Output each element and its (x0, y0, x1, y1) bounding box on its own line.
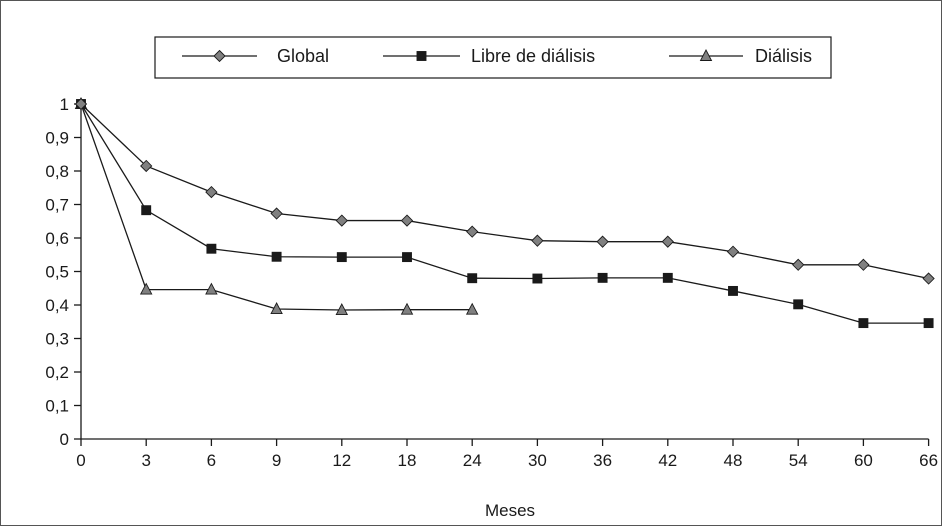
data-point (205, 282, 218, 295)
x-tick-label: 0 (76, 451, 85, 470)
data-point (270, 207, 283, 220)
legend-label: Diálisis (755, 46, 812, 66)
data-point (270, 302, 283, 314)
data-point (728, 285, 738, 296)
data-point (335, 214, 348, 227)
x-tick-label: 48 (724, 451, 743, 470)
series-line (80, 103, 929, 324)
data-point (466, 225, 479, 238)
legend-marker (416, 51, 427, 61)
data-point (336, 252, 347, 263)
data-point (400, 214, 414, 227)
series-libre-de-dialisis (76, 99, 934, 329)
legend-label: Global (277, 46, 329, 66)
data-point (402, 252, 412, 263)
x-tick-label: 54 (789, 451, 808, 470)
x-tick-label: 30 (528, 451, 547, 470)
y-tick-label: 0,8 (45, 162, 69, 181)
data-point (465, 302, 479, 315)
x-axis-title: Meses (485, 501, 535, 520)
y-tick-label: 0 (60, 430, 69, 449)
axes: 00,10,20,30,40,50,60,70,80,910 3 6 9 12 18 24 3… (45, 95, 938, 470)
data-point (140, 159, 153, 173)
x-tick-label: 66 (919, 451, 938, 470)
y-tick-label: 0,3 (45, 330, 69, 349)
x-tick-label: 24 (463, 451, 482, 470)
x-tick-label: 9 (272, 451, 281, 470)
series-dialisis (74, 97, 479, 315)
data-point (792, 258, 805, 271)
data-point (74, 97, 88, 111)
y-tick-label: 0,4 (45, 296, 69, 315)
legend-entry: Libre de diálisis (383, 46, 595, 66)
y-tick-label: 0,1 (45, 397, 69, 416)
data-point (271, 251, 282, 262)
data-point (532, 273, 543, 284)
data-point (661, 235, 674, 248)
legend: Global Libre de diálisis Diálisis (154, 36, 832, 79)
x-tick-label: 3 (141, 451, 150, 470)
data-point (726, 245, 740, 258)
data-point (597, 272, 608, 283)
series-line (80, 103, 929, 280)
x-tick-label: 18 (398, 451, 417, 470)
x-tick-label: 36 (593, 451, 612, 470)
series-layer (74, 97, 935, 329)
data-point (139, 282, 153, 295)
legend-box (154, 36, 832, 79)
x-tick-label: 42 (658, 451, 677, 470)
data-point (662, 272, 673, 283)
data-point (922, 272, 935, 285)
legend-marker (699, 49, 713, 61)
data-point (858, 318, 869, 329)
legend-entry: Global (182, 46, 329, 66)
data-point (205, 185, 218, 199)
data-point (531, 234, 544, 247)
y-tick-label: 0,2 (45, 363, 69, 382)
y-tick-label: 0,6 (45, 229, 69, 248)
data-point (141, 205, 152, 216)
y-tick-label: 1 (60, 95, 69, 114)
data-point (335, 303, 349, 315)
data-point (793, 299, 804, 310)
data-point (467, 273, 478, 284)
x-tick-label: 60 (854, 451, 873, 470)
y-tick-label: 0,9 (45, 129, 69, 148)
x-tick-label: 6 (207, 451, 216, 470)
legend-label: Libre de diálisis (471, 46, 595, 66)
data-point (596, 235, 609, 248)
x-tick-label: 12 (332, 451, 351, 470)
data-point (923, 318, 934, 329)
series-global (74, 97, 935, 285)
legend-marker (213, 49, 226, 63)
data-point (857, 258, 870, 271)
legend-entry: Diálisis (669, 46, 812, 66)
data-point (206, 243, 217, 254)
y-tick-label: 0,7 (45, 196, 69, 215)
data-point (400, 302, 414, 315)
y-tick-label: 0,5 (45, 263, 69, 282)
